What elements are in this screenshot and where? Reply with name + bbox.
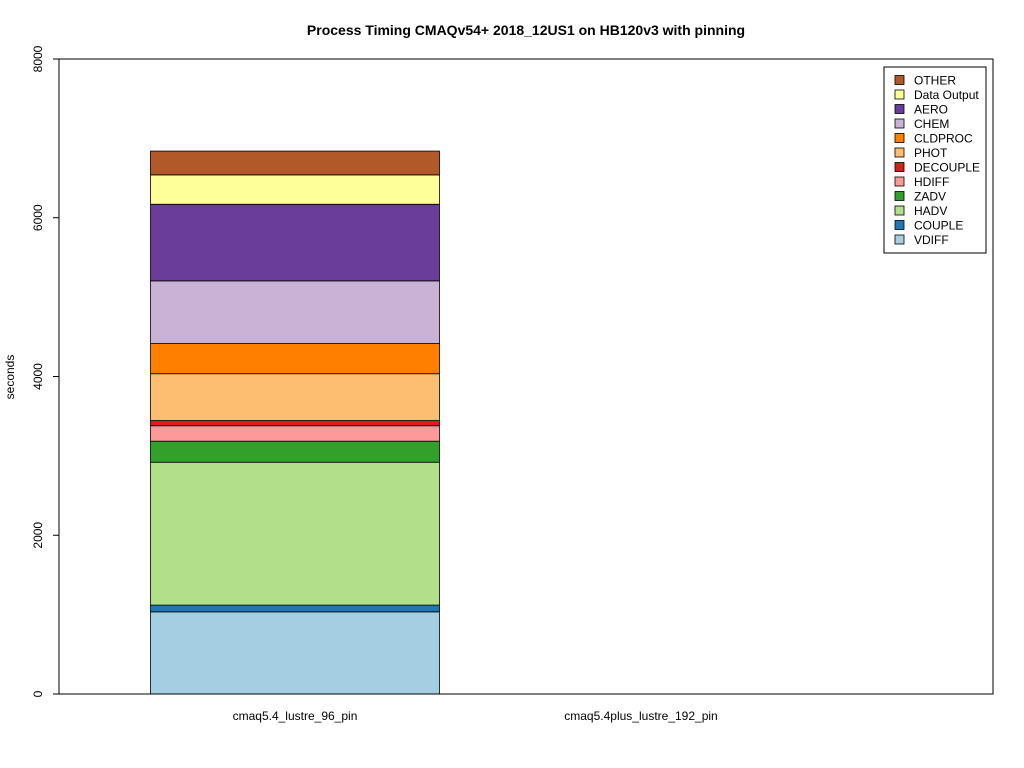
legend-label: AERO xyxy=(914,103,948,117)
bar-segment-phot xyxy=(150,373,440,421)
bar-segment-chem xyxy=(150,280,440,344)
legend-swatch xyxy=(894,205,905,216)
bar-segment-other xyxy=(150,150,440,176)
legend-swatch xyxy=(894,191,905,201)
bar-segment-hdiff xyxy=(150,425,440,442)
legend-swatch xyxy=(894,118,905,129)
bar-segment-couple xyxy=(150,604,440,613)
legend-swatch xyxy=(894,89,905,100)
legend-swatch xyxy=(894,162,905,172)
x-tick-labels: cmaq5.4_lustre_96_pin cmaq5.4plus_lustre_… xyxy=(233,709,718,723)
y-tick-label: 0 xyxy=(31,690,45,697)
legend-swatch xyxy=(894,220,905,230)
legend-swatch xyxy=(894,234,905,245)
legend-label: VDIFF xyxy=(914,233,949,247)
legend-swatch xyxy=(894,104,905,114)
y-tick-label: 2000 xyxy=(31,522,45,549)
legend-label: OTHER xyxy=(914,74,956,88)
legend-label: Data Output xyxy=(914,88,979,102)
legend-swatch xyxy=(894,75,905,85)
legend-swatch xyxy=(894,176,905,187)
bar-segment-vdiff xyxy=(150,611,440,695)
y-tick-label: 4000 xyxy=(31,363,45,390)
legend-label: CLDPROC xyxy=(914,132,973,146)
legend-label: HADV xyxy=(914,204,947,218)
bar-segment-decouple xyxy=(150,420,440,427)
bar-segment-aero xyxy=(150,203,440,282)
y-axis: 0 2000 4000 6000 8000 xyxy=(31,45,60,697)
bar-group xyxy=(150,150,440,695)
plot-frame xyxy=(58,58,994,695)
chart-title: Process Timing CMAQv54+ 2018_12US1 on HB… xyxy=(307,22,745,38)
y-axis-label: seconds xyxy=(3,355,17,400)
legend-label: DECOUPLE xyxy=(914,161,980,175)
y-tick-label: 6000 xyxy=(31,204,45,231)
legend-label: PHOT xyxy=(914,146,948,160)
legend-label: HDIFF xyxy=(914,175,949,189)
bar-segment-data-output xyxy=(150,174,440,205)
x-tick-label: cmaq5.4plus_lustre_192_pin xyxy=(564,709,717,723)
x-tick-label: cmaq5.4_lustre_96_pin xyxy=(233,709,358,723)
legend-label: COUPLE xyxy=(914,219,963,233)
legend-swatch xyxy=(894,133,905,143)
legend-swatch xyxy=(894,147,905,158)
bar-segment-cldproc xyxy=(150,343,440,375)
bar-segment-hadv xyxy=(150,461,440,606)
legend-label: CHEM xyxy=(914,117,949,131)
legend-label: ZADV xyxy=(914,190,946,204)
y-tick-label: 8000 xyxy=(31,45,45,72)
bar-segment-zadv xyxy=(150,440,440,463)
